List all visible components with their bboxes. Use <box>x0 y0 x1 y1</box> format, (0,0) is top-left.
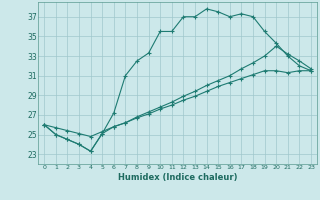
X-axis label: Humidex (Indice chaleur): Humidex (Indice chaleur) <box>118 173 237 182</box>
